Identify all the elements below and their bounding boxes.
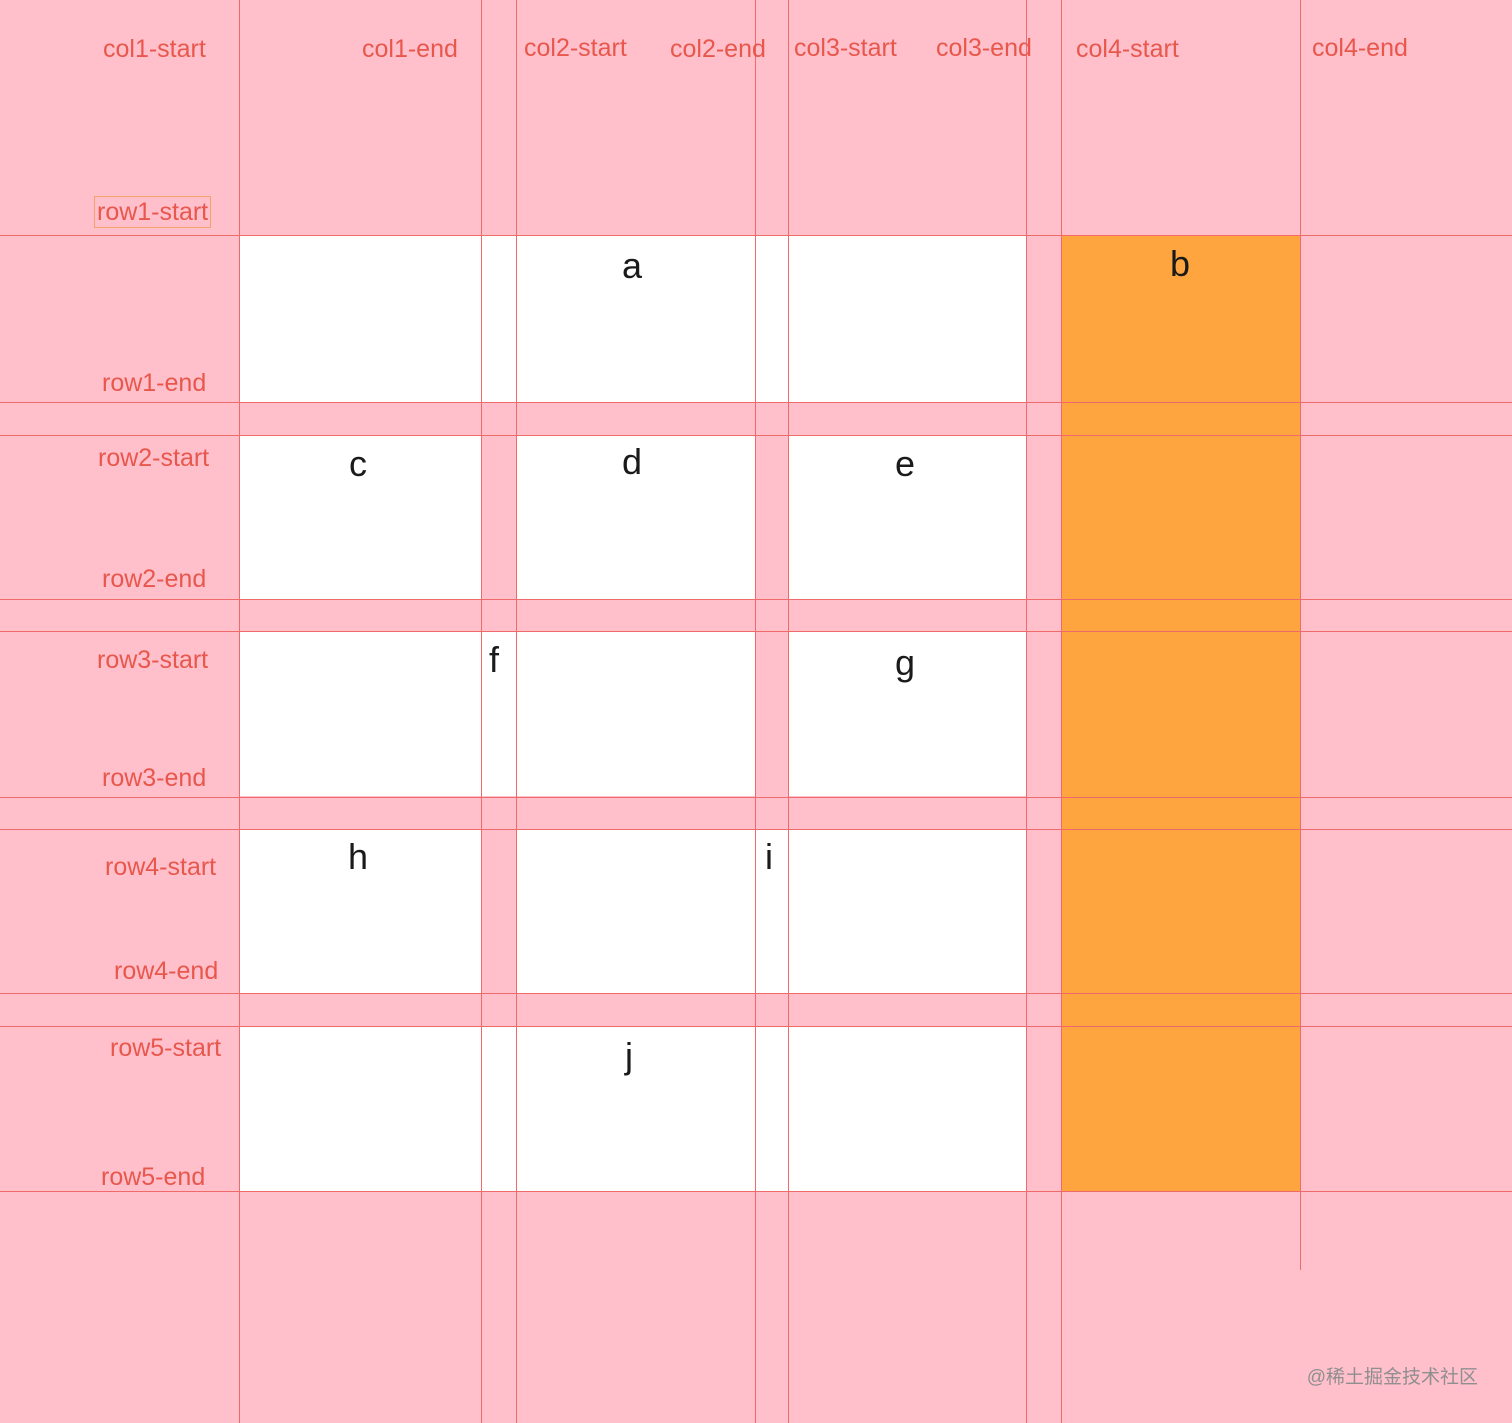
grid-item-e-label: e xyxy=(895,443,916,484)
grid-line-vertical xyxy=(481,0,482,1423)
grid-line-vertical xyxy=(788,0,789,1423)
grid-line-vertical xyxy=(1300,0,1301,1270)
grid-cell xyxy=(482,1026,517,1191)
grid-line-vertical xyxy=(239,0,240,1423)
grid-line-horizontal xyxy=(0,402,1512,403)
col-label-col3-end: col3-end xyxy=(936,34,1032,62)
grid-cell xyxy=(240,435,482,599)
grid-line-vertical xyxy=(1026,0,1027,1423)
grid-line-horizontal xyxy=(0,235,1512,236)
grid-line-horizontal xyxy=(0,797,1512,798)
grid-cell xyxy=(517,1026,755,1191)
col-label-col3-start: col3-start xyxy=(794,34,897,62)
grid-item-i-label: i xyxy=(765,836,773,877)
grid-item-g-label: g xyxy=(895,642,916,683)
col-label-col1-end: col1-end xyxy=(362,35,458,63)
row-label-row3-start: row3-start xyxy=(97,646,209,674)
grid-cell xyxy=(240,236,482,402)
row-label-row1-end: row1-end xyxy=(102,369,207,397)
grid-line-vertical xyxy=(755,0,756,1423)
grid-cell xyxy=(517,632,755,796)
grid-line-horizontal xyxy=(0,631,1512,632)
row-label-row5-end: row5-end xyxy=(101,1163,206,1191)
grid-item-b-label: b xyxy=(1170,243,1191,284)
grid-line-horizontal xyxy=(0,1191,1512,1192)
grid-item-j-label: j xyxy=(625,1035,633,1076)
grid-cell xyxy=(788,829,1026,993)
grid-line-horizontal xyxy=(0,829,1512,830)
grid-line-vertical xyxy=(1061,0,1062,1423)
col-label-col4-start: col4-start xyxy=(1076,35,1179,63)
grid-cell xyxy=(240,829,482,993)
grid-line-horizontal xyxy=(0,599,1512,600)
grid-cell xyxy=(788,435,1026,599)
grid-cell xyxy=(788,1026,1026,1191)
col-label-col4-end: col4-end xyxy=(1312,34,1408,62)
grid-cell xyxy=(482,632,517,796)
grid-cell xyxy=(517,829,755,993)
row-label-row4-start: row4-start xyxy=(105,853,217,881)
grid-cell xyxy=(240,1026,482,1191)
grid-line-horizontal xyxy=(0,1026,1512,1027)
row-label-row5-start: row5-start xyxy=(110,1034,222,1062)
row-label-row1-start: row1-start xyxy=(93,196,212,228)
col-label-col2-start: col2-start xyxy=(524,34,627,62)
grid-cell xyxy=(755,1026,788,1191)
grid-cell xyxy=(788,632,1026,796)
grid-line-horizontal xyxy=(0,435,1512,436)
row-label-row3-end: row3-end xyxy=(102,764,207,792)
grid-item-a-label: a xyxy=(622,245,643,286)
grid-cell xyxy=(240,632,482,796)
grid-cell xyxy=(517,236,755,402)
row-label-row2-end: row2-end xyxy=(102,565,207,593)
watermark-text: @稀土掘金技术社区 xyxy=(1306,1367,1478,1388)
grid-cell xyxy=(755,236,788,402)
col-label-col2-end: col2-end xyxy=(670,35,766,63)
grid-cell xyxy=(517,435,755,599)
grid-cell xyxy=(755,829,788,993)
row-label-row2-start: row2-start xyxy=(98,444,210,472)
grid-cell xyxy=(788,236,1026,402)
grid-line-horizontal xyxy=(0,993,1512,994)
grid-item-b-area xyxy=(1062,236,1300,1191)
grid-line-vertical xyxy=(516,0,517,1423)
grid-item-h-label: h xyxy=(348,836,369,877)
col-label-col1-start: col1-start xyxy=(103,35,206,63)
grid-cell xyxy=(482,236,517,402)
grid-item-c-label: c xyxy=(349,443,367,484)
grid-item-d-label: d xyxy=(622,441,643,482)
grid-item-f-label: f xyxy=(489,639,500,680)
row-label-row4-end: row4-end xyxy=(114,957,219,985)
